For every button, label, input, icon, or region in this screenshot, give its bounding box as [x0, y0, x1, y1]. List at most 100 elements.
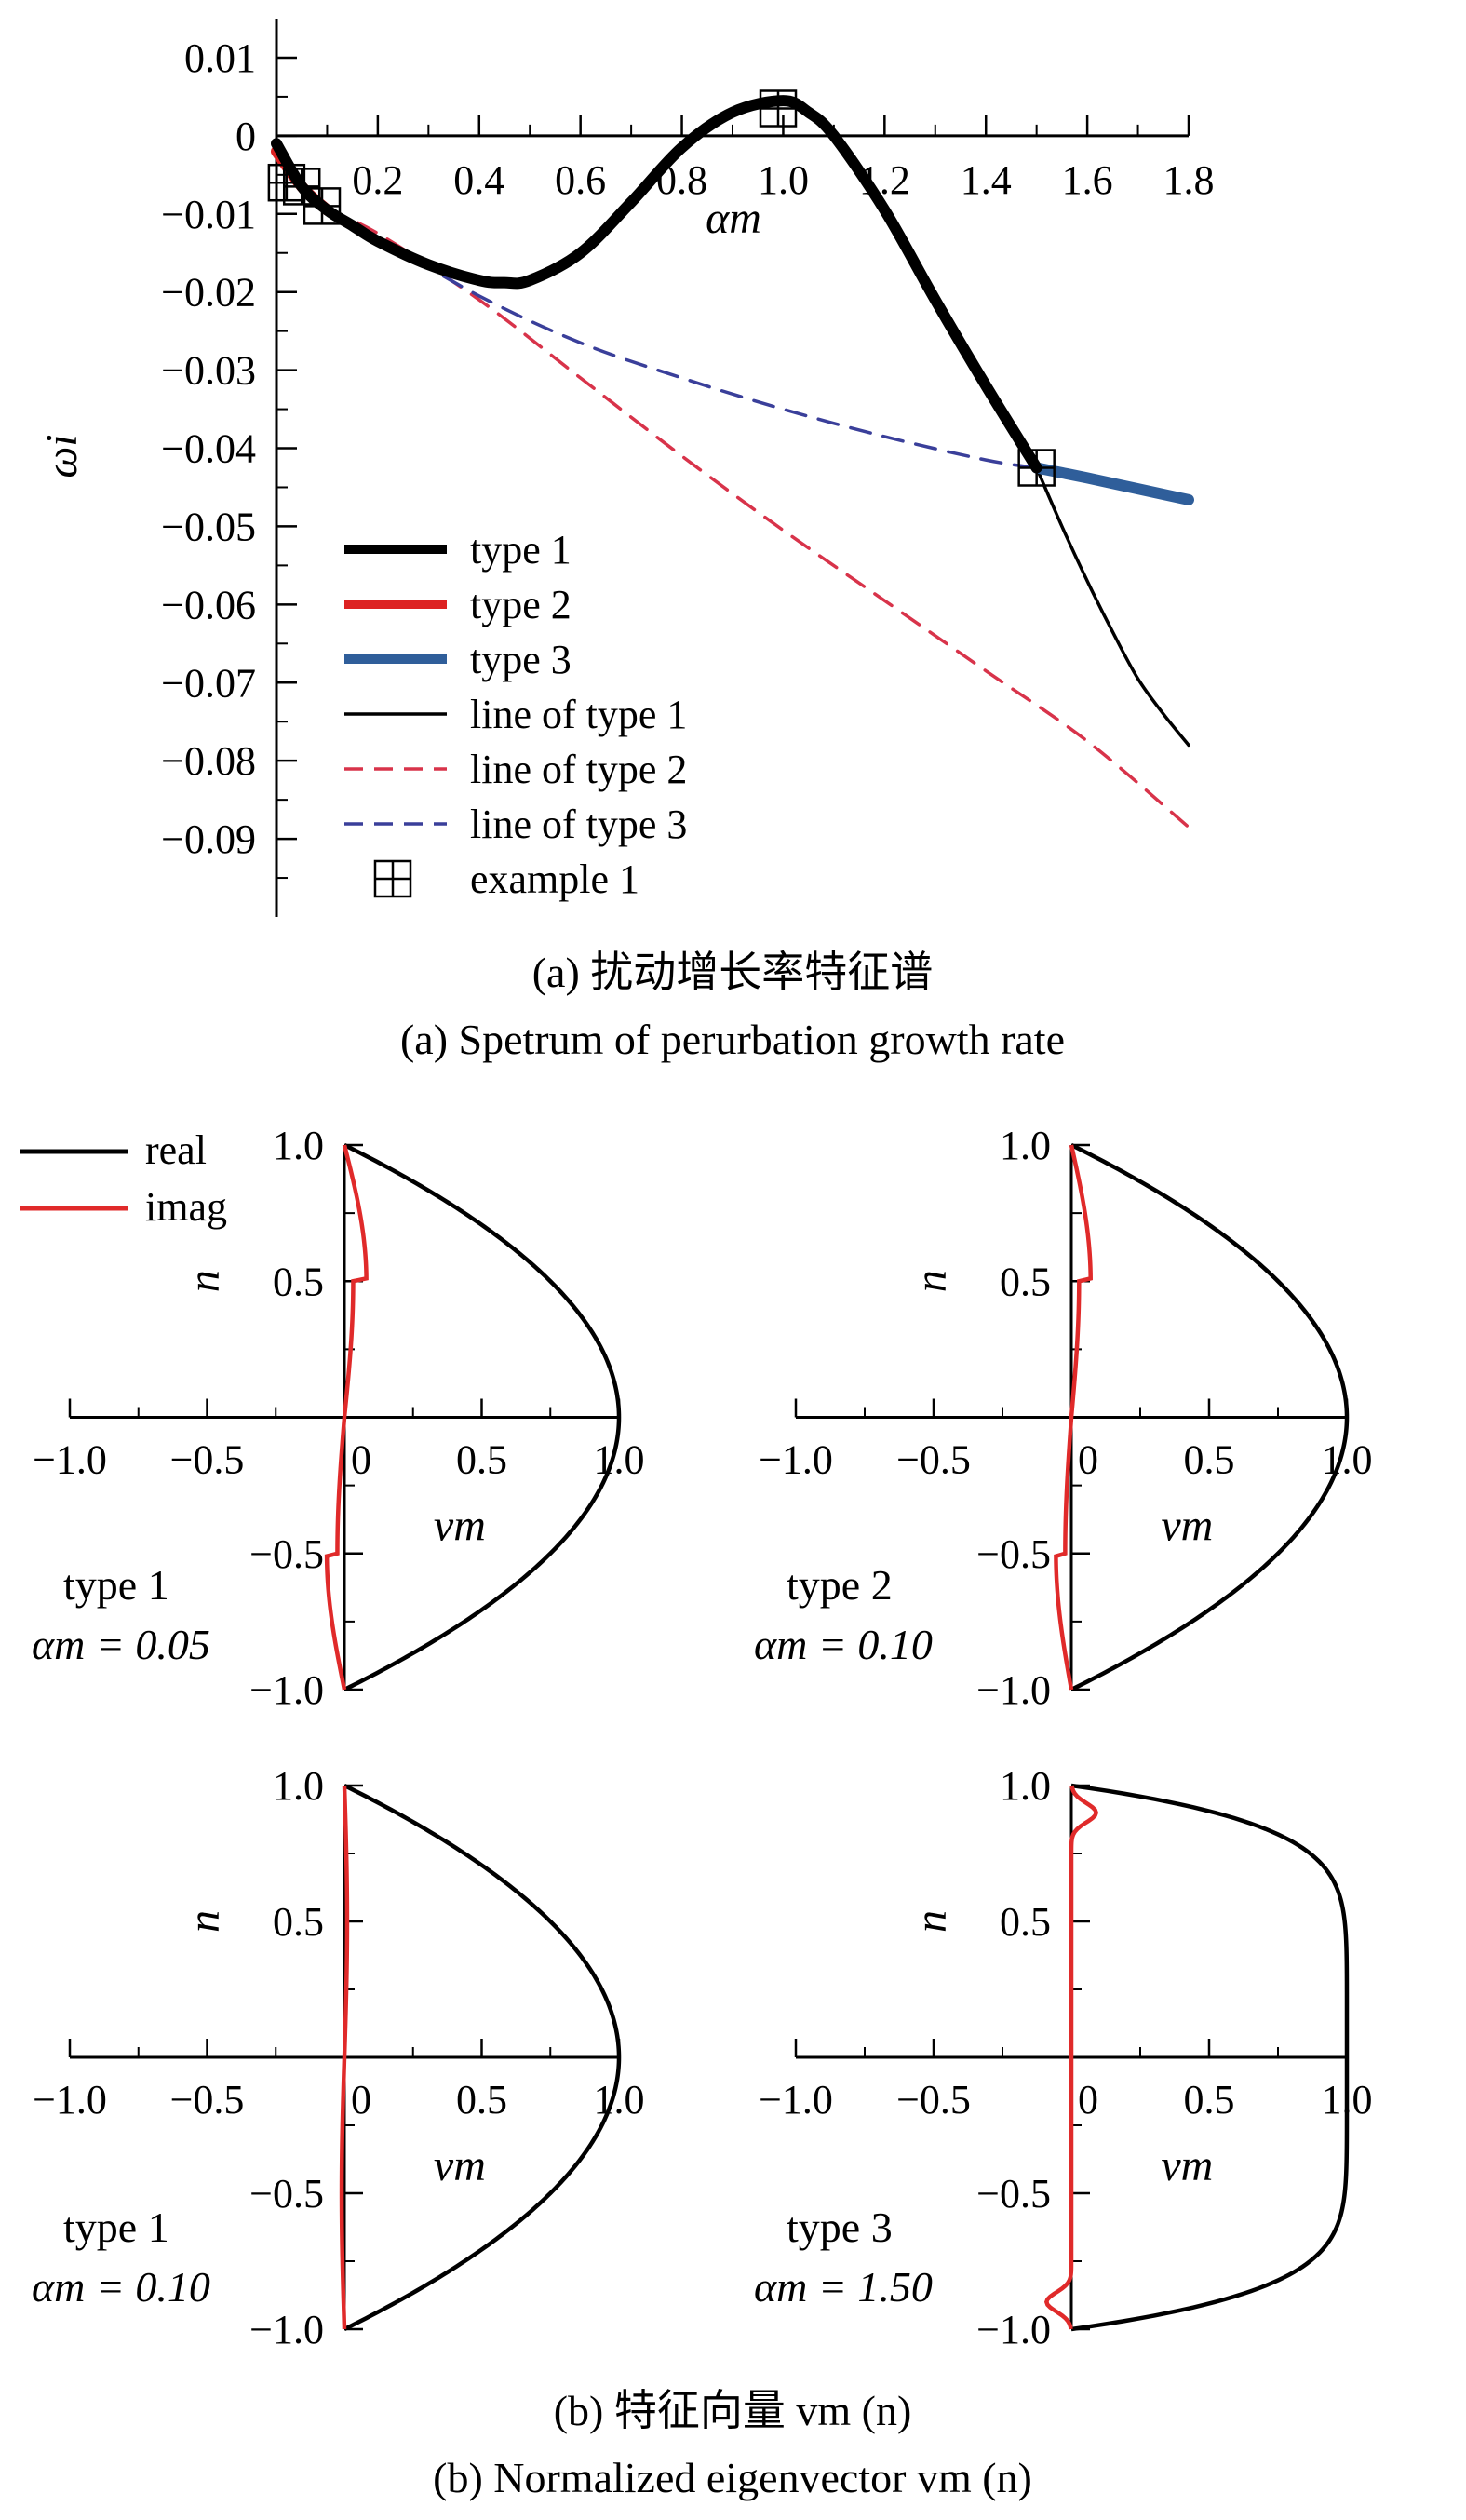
annotation-alpha-2: αm = 0.10	[754, 1621, 933, 1668]
x-tick-label: 0	[1078, 1437, 1098, 1483]
legend-real-label: real	[145, 1127, 207, 1173]
legend-label: type 2	[470, 582, 572, 627]
eigenvector-plot-3: −1.0 −0.5 0 0.5 1.0 1.0 0.5 −0.5 −1.0 vm n	[33, 1763, 644, 2352]
chart-a-x-label: αm	[706, 194, 761, 243]
x-tick-label: 1.6	[1062, 157, 1113, 203]
y-tick-label: −0.07	[161, 660, 256, 706]
x-tick-label: 1.8	[1163, 157, 1215, 203]
x-tick-label: 0.5	[1184, 2077, 1235, 2122]
example-1-marker	[759, 89, 798, 128]
x-tick-label: 1.0	[594, 1437, 645, 1483]
x-tick-label: 0	[351, 2077, 371, 2122]
y-tick-label: −0.5	[249, 2171, 324, 2217]
y-tick-label: −1.0	[249, 1667, 324, 1713]
annotation-type-4: type 3	[787, 2203, 893, 2251]
caption-a-chinese: (a) 扰动增长率特征谱	[532, 949, 934, 996]
x-tick-label: 1.0	[594, 2077, 645, 2122]
x-tick-label: −1.0	[759, 2077, 833, 2122]
y-tick-label: −0.06	[161, 582, 256, 627]
x-tick-label: 0	[1078, 2077, 1098, 2122]
growth-rate-chart: 0.2 0.4 0.6 0.8 1.0 1.2 1.4 1.6 1.80.010−0.01−0.…	[161, 19, 1215, 917]
y-tick-label: −0.08	[161, 738, 256, 784]
y-tick-label: −0.09	[161, 816, 256, 862]
annotation-type-1: type 1	[63, 1561, 169, 1609]
real-curve	[1069, 1142, 1350, 1692]
x-tick-label: −0.5	[170, 2077, 245, 2122]
y-tick-label: 0.5	[1000, 1259, 1051, 1304]
imag-curve	[1043, 1785, 1099, 2330]
y-tick-label: 0.5	[273, 1899, 324, 1945]
series-line-of-type-3	[325, 208, 1039, 470]
legend-imag-label: imag	[145, 1184, 227, 1230]
example-1-marker	[303, 187, 342, 225]
imag-curve	[339, 1785, 350, 2330]
imag-curve	[1054, 1144, 1093, 1691]
x-tick-label: 1.0	[758, 157, 809, 203]
y-axis-label: n	[907, 1270, 956, 1292]
legend-label: example 1	[470, 856, 639, 902]
x-tick-label: 0.5	[1184, 1437, 1235, 1483]
example-1-marker	[1017, 449, 1056, 487]
imag-curve	[324, 1144, 369, 1691]
y-tick-label: −0.5	[249, 1531, 324, 1577]
annotation-type-3: type 1	[63, 2203, 169, 2251]
y-tick-label: −0.01	[161, 192, 256, 237]
x-tick-label: 0.4	[453, 157, 504, 203]
real-curve	[343, 1142, 622, 1692]
caption-b-english: (b) Normalized eigenvector vm (n)	[433, 2454, 1032, 2501]
y-tick-label: −1.0	[249, 2307, 324, 2352]
x-tick-label: −1.0	[759, 1437, 833, 1483]
chart-a-y-label: ωi	[37, 434, 87, 478]
annotation-alpha-3: αm = 0.10	[32, 2263, 210, 2311]
y-tick-label: 1.0	[1000, 1123, 1051, 1168]
series-type-3	[1030, 462, 1194, 505]
y-tick-label: 0.5	[1000, 1899, 1051, 1945]
y-tick-label: 0.5	[273, 1259, 324, 1304]
x-tick-label: 0	[351, 1437, 371, 1483]
y-tick-label: −0.04	[161, 426, 256, 472]
y-axis-label: n	[180, 1910, 229, 1933]
caption-a-english: (a) Spetrum of perurbation growth rate	[400, 1016, 1065, 1063]
x-tick-label: 1.0	[1322, 1437, 1373, 1483]
y-tick-label: 0	[235, 114, 256, 159]
x-axis-label: vm	[434, 2141, 486, 2190]
legend-label: line of type 3	[470, 802, 687, 847]
x-tick-label: 1.4	[961, 157, 1012, 203]
y-tick-label: −1.0	[976, 1667, 1051, 1713]
real-curve	[343, 1783, 622, 2332]
series-type-1	[271, 95, 1042, 474]
y-tick-label: 1.0	[1000, 1763, 1051, 1809]
y-tick-label: 1.0	[273, 1763, 324, 1809]
y-tick-label: −0.5	[976, 2171, 1051, 2217]
x-tick-label: 0.2	[352, 157, 403, 203]
x-axis-label: vm	[434, 1502, 486, 1551]
annotation-alpha-4: αm = 1.50	[754, 2263, 933, 2311]
x-tick-label: 0.5	[456, 2077, 507, 2122]
legend-swatch	[373, 859, 412, 898]
y-tick-label: 1.0	[273, 1123, 324, 1168]
y-tick-label: −0.03	[161, 348, 256, 394]
y-tick-label: 0.01	[184, 35, 256, 81]
annotation-alpha-1: αm = 0.05	[32, 1621, 210, 1668]
x-tick-label: −1.0	[33, 1437, 107, 1483]
y-axis-label: n	[907, 1910, 956, 1933]
y-axis-label: n	[180, 1270, 229, 1292]
x-axis-label: vm	[1161, 1502, 1213, 1551]
series-line-of-type-1	[1034, 465, 1190, 748]
example-1-marker	[282, 168, 321, 206]
x-tick-label: −0.5	[896, 1437, 971, 1483]
y-tick-label: −1.0	[976, 2307, 1051, 2352]
real-curve	[1070, 1783, 1350, 2332]
annotation-type-2: type 2	[787, 1561, 893, 1609]
eigenvector-plot-1: −1.0 −0.5 0 0.5 1.0 1.0 0.5 −0.5 −1.0 vm n	[33, 1123, 644, 1713]
x-tick-label: 0.6	[555, 157, 606, 203]
y-tick-label: −0.5	[976, 1531, 1051, 1577]
x-tick-label: 0.5	[456, 1437, 507, 1483]
x-tick-label: −1.0	[33, 2077, 107, 2122]
x-tick-label: −0.5	[896, 2077, 971, 2122]
y-tick-label: −0.05	[161, 504, 256, 549]
example-1-marker	[267, 163, 306, 202]
eigenvector-plot-2: −1.0 −0.5 0 0.5 1.0 1.0 0.5 −0.5 −1.0 vm n	[759, 1123, 1372, 1713]
